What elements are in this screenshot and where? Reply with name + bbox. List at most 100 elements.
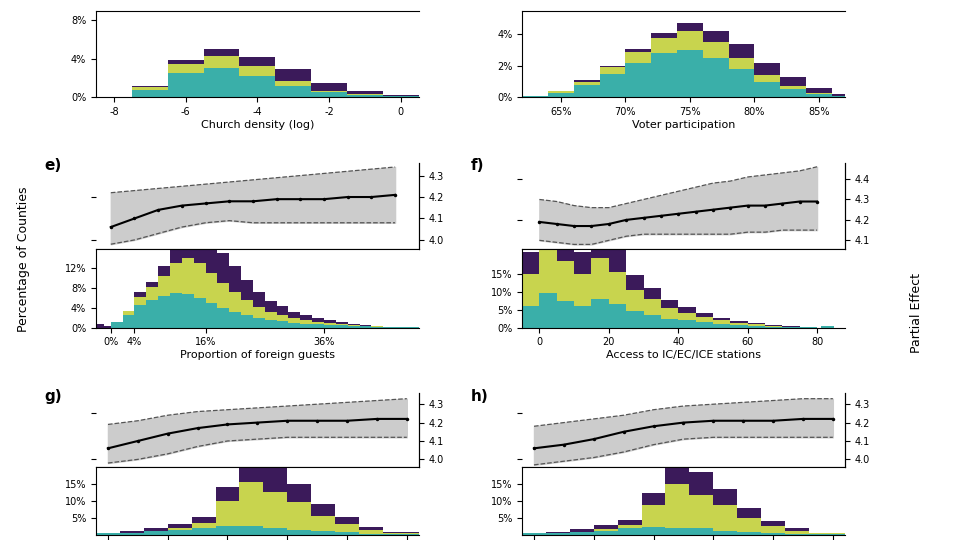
Bar	[276, 306, 288, 315]
Bar	[522, 274, 540, 306]
Bar	[216, 526, 239, 535]
Bar	[626, 275, 643, 290]
Bar	[522, 533, 546, 535]
Bar	[229, 292, 241, 312]
Bar	[324, 325, 336, 328]
Bar	[383, 531, 419, 532]
Bar	[276, 86, 311, 97]
Bar	[300, 315, 312, 320]
Bar	[158, 266, 170, 276]
Bar	[335, 524, 359, 532]
Bar	[625, 49, 651, 52]
Bar	[591, 231, 609, 258]
Bar	[97, 324, 104, 328]
X-axis label: Proportion of foreign guests: Proportion of foreign guests	[180, 350, 335, 360]
Bar	[217, 253, 229, 283]
Bar	[311, 91, 347, 92]
Bar	[359, 527, 383, 530]
Bar	[696, 322, 713, 328]
Bar	[677, 50, 703, 97]
Bar	[120, 531, 144, 533]
Bar	[665, 484, 689, 528]
Bar	[288, 312, 300, 318]
Bar	[643, 288, 660, 299]
Bar	[806, 94, 832, 97]
Bar	[729, 69, 755, 97]
Bar	[574, 274, 591, 306]
Bar	[806, 88, 832, 92]
Bar	[574, 306, 591, 328]
Bar	[689, 495, 713, 529]
Bar	[599, 68, 625, 73]
Bar	[276, 315, 288, 321]
Bar	[755, 63, 780, 75]
Bar	[194, 264, 205, 298]
Bar	[229, 312, 241, 328]
Bar	[383, 96, 419, 97]
Bar	[765, 326, 782, 327]
Bar	[761, 533, 785, 535]
Bar	[651, 37, 677, 53]
Bar	[96, 326, 110, 328]
Bar	[372, 327, 383, 328]
Bar	[216, 487, 239, 501]
Bar	[748, 325, 765, 326]
Bar	[689, 529, 713, 535]
Bar	[548, 92, 574, 97]
Bar	[594, 525, 617, 529]
Bar	[574, 80, 599, 82]
Bar	[265, 301, 276, 312]
Bar	[194, 298, 205, 328]
Bar	[832, 94, 857, 96]
Bar	[761, 526, 785, 533]
Bar	[785, 531, 809, 534]
Bar	[96, 533, 120, 535]
Bar	[252, 318, 265, 328]
Bar	[696, 313, 713, 317]
Bar	[660, 300, 678, 308]
Bar	[168, 528, 192, 530]
Bar	[347, 94, 383, 95]
Bar	[170, 264, 181, 293]
Bar	[383, 327, 396, 328]
Text: g): g)	[44, 389, 62, 404]
Bar	[311, 92, 347, 97]
Bar	[546, 533, 570, 535]
Bar	[665, 463, 689, 484]
Bar	[785, 529, 809, 531]
Bar	[383, 532, 419, 534]
Bar	[548, 91, 574, 92]
Bar	[546, 531, 570, 533]
Bar	[599, 73, 625, 97]
Bar	[748, 323, 765, 325]
Bar	[557, 261, 574, 301]
Bar	[263, 468, 287, 492]
Bar	[252, 292, 265, 307]
Bar	[205, 273, 217, 303]
Bar	[239, 76, 276, 97]
Bar	[194, 239, 205, 264]
Bar	[146, 287, 158, 300]
Bar	[678, 313, 696, 321]
Bar	[324, 323, 336, 325]
Bar	[348, 324, 360, 325]
Bar	[540, 243, 557, 294]
Bar	[651, 53, 677, 97]
Bar	[287, 530, 311, 535]
Bar	[625, 52, 651, 63]
Bar	[780, 77, 806, 86]
Bar	[660, 308, 678, 319]
Bar	[641, 505, 665, 527]
Bar	[617, 520, 641, 525]
Bar	[782, 327, 800, 328]
Bar	[217, 283, 229, 308]
Bar	[609, 305, 626, 328]
Text: Partial Effect: Partial Effect	[910, 273, 924, 353]
Bar	[347, 95, 383, 97]
Bar	[678, 321, 696, 328]
Bar	[755, 82, 780, 97]
Bar	[239, 66, 276, 76]
Bar	[626, 290, 643, 312]
Bar	[540, 294, 557, 328]
Bar	[703, 42, 729, 58]
